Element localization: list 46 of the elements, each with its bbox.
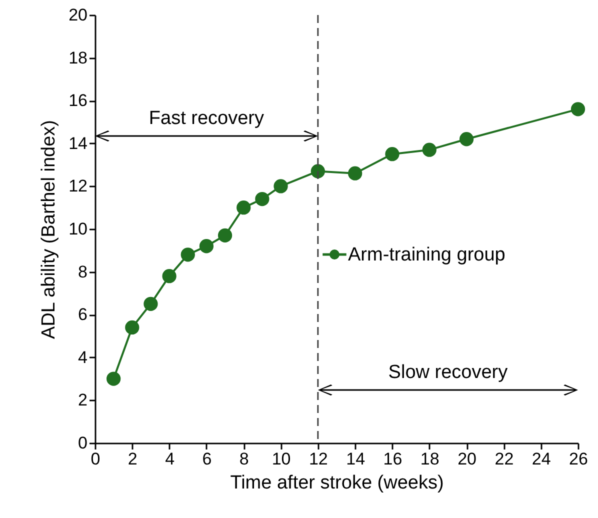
point: [310, 164, 325, 178]
point: [422, 142, 436, 157]
y-tick-label: 8: [78, 262, 88, 282]
x-tick-label: 2: [128, 450, 138, 468]
point: [274, 179, 288, 194]
point: [255, 192, 270, 206]
point: [236, 200, 251, 215]
x-axis-title: Time after stroke (weeks): [230, 472, 444, 494]
x-tick-label: 20: [458, 450, 476, 468]
x-tick-label: 4: [165, 450, 175, 468]
x-tick-label: 26: [569, 450, 588, 468]
x-tick-label: 14: [346, 450, 366, 468]
x-tick-label: 16: [383, 450, 402, 468]
y-tick-label: 0: [78, 434, 88, 452]
point: [218, 228, 232, 242]
x-tick-label: 18: [420, 450, 440, 468]
point: [199, 239, 214, 254]
x-tick-label: 22: [494, 450, 514, 468]
y-tick-label: 2: [78, 390, 88, 410]
point: [180, 248, 195, 262]
annotation: Slow recovery: [388, 362, 508, 383]
y-tick-label: 10: [68, 220, 88, 238]
y-tick-label: 6: [78, 305, 88, 324]
y-tick-label: 12: [68, 176, 88, 196]
legend-label: Arm-training group: [348, 244, 506, 266]
point: [570, 102, 586, 116]
x-tick-label: 24: [532, 450, 551, 468]
point: [106, 372, 121, 386]
point: [459, 132, 474, 146]
y-axis-title: ADL ability (Barthel index): [38, 120, 60, 339]
x-tick-label: 0: [90, 450, 100, 468]
y-tick-label: 16: [68, 91, 88, 110]
point: [162, 269, 176, 284]
y-tick-label: 20: [68, 6, 88, 24]
point: [125, 320, 140, 334]
annotation: Fast recovery: [148, 108, 264, 129]
x-tick-label: 12: [308, 450, 328, 468]
point: [348, 166, 362, 180]
y-tick-label: 18: [68, 48, 88, 68]
y-tick-label: 4: [78, 348, 88, 367]
y-tick-label: 14: [68, 134, 88, 153]
x-tick-label: 6: [202, 450, 212, 468]
x-tick-label: 10: [272, 450, 291, 468]
point: [385, 147, 400, 162]
x-tick-label: 8: [239, 450, 249, 468]
point: [144, 296, 158, 311]
